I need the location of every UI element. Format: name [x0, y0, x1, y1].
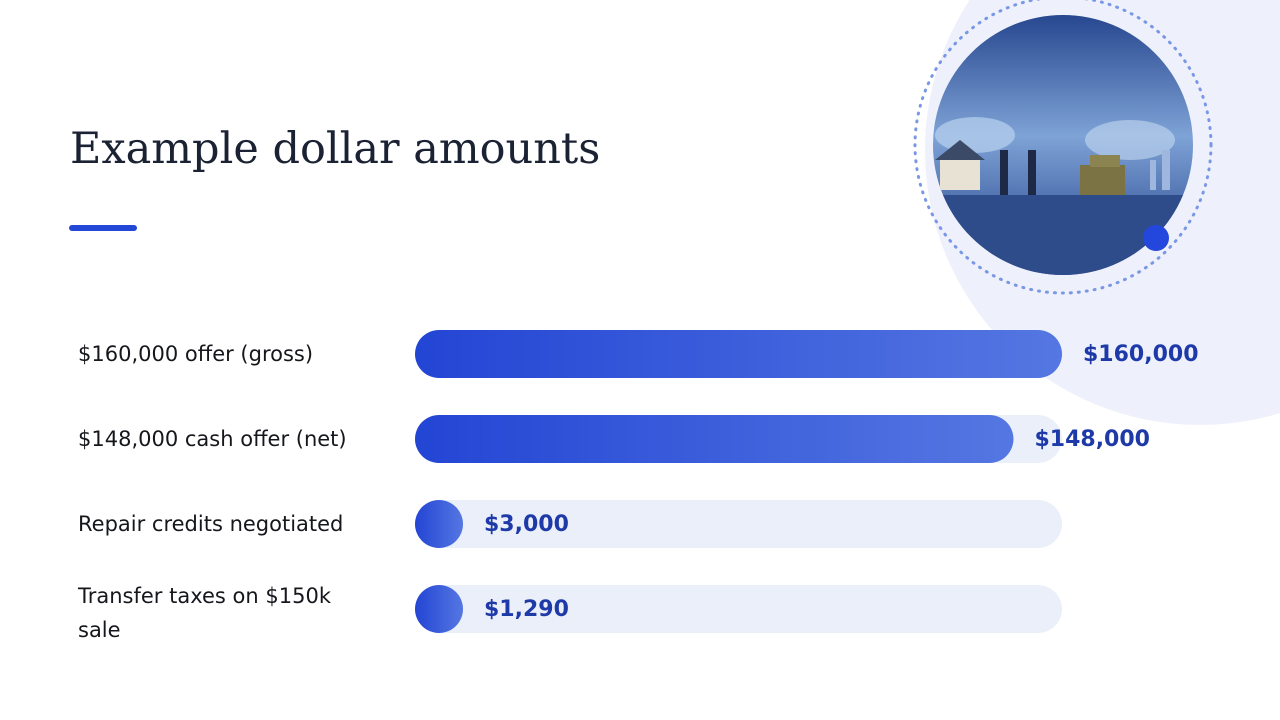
value-label: $160,000 — [1083, 342, 1199, 367]
bar — [415, 415, 1014, 463]
category-label: $160,000 offer (gross) — [78, 342, 314, 366]
value-label: $148,000 — [1034, 427, 1150, 452]
dotted-ring — [913, 0, 1213, 295]
bar-track — [415, 585, 1062, 633]
category-label: Repair credits negotiated — [78, 512, 344, 536]
category-label: $148,000 cash offer (net) — [78, 427, 347, 451]
value-label: $1,290 — [484, 597, 569, 622]
slide-title: Example dollar amounts — [70, 124, 600, 174]
bar — [415, 330, 1062, 378]
value-label: $3,000 — [484, 512, 569, 537]
bar — [415, 500, 463, 548]
category-label: Transfer taxes on $150k sale — [78, 584, 331, 642]
bar-track — [415, 500, 1062, 548]
accent-dot — [1143, 225, 1169, 251]
bar — [415, 585, 463, 633]
title-underline — [69, 225, 137, 231]
